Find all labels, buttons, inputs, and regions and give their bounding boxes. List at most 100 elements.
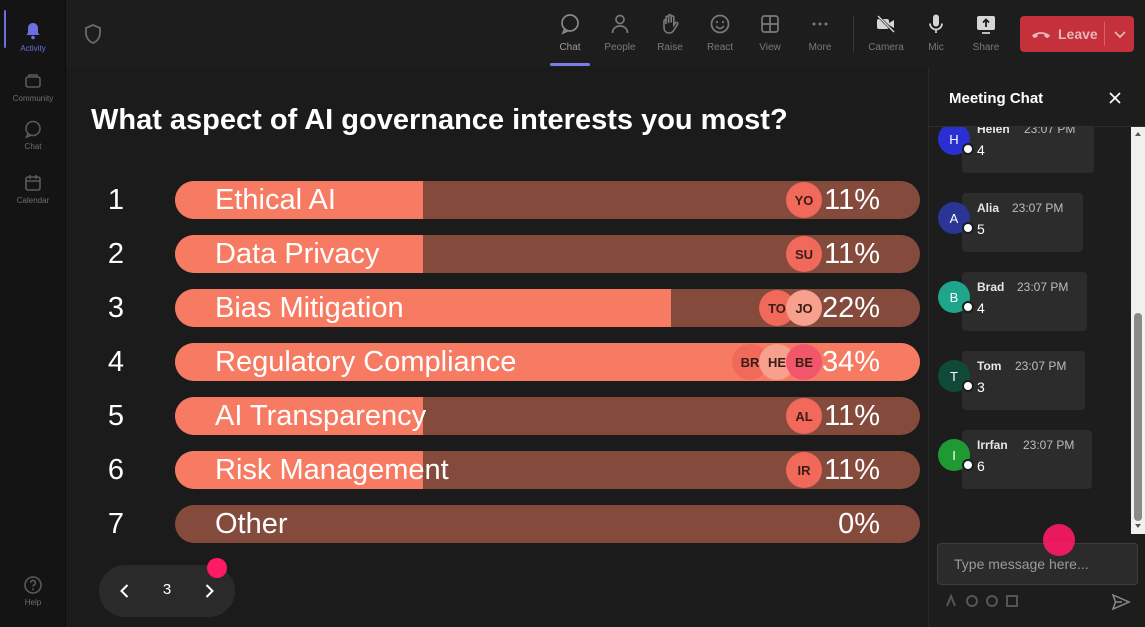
page-number: 3 — [162, 581, 172, 598]
presence-status-dot — [962, 459, 974, 471]
share-icon — [977, 16, 995, 34]
mic-icon — [929, 14, 943, 33]
poll-option-row: 2 Data Privacy SU 11% — [66, 235, 928, 273]
message-timestamp: 23:07 PM — [1024, 127, 1076, 136]
message-text: 4 — [977, 142, 985, 158]
option-bar-track: Risk Management IR 11% — [175, 451, 920, 489]
option-bar-fill — [175, 289, 671, 327]
leave-button-label: Leave — [1058, 26, 1098, 42]
chat-message: Tom 23:07 PM 3 T — [929, 351, 1131, 415]
chat-icon — [24, 120, 41, 139]
option-number: 6 — [107, 454, 125, 486]
rail-item-chat[interactable]: Chat — [3, 110, 63, 160]
send-icon[interactable] — [1111, 592, 1131, 612]
scroll-up-icon[interactable] — [1134, 130, 1142, 138]
toolbar-more-button[interactable]: More — [796, 10, 844, 62]
poll-option-row: 5 AI Transparency AL 11% — [66, 397, 928, 435]
message-sender: Irrfan — [977, 438, 1008, 452]
bell-icon — [26, 23, 40, 40]
option-percentage: 11% — [824, 238, 880, 270]
message-text: 3 — [977, 379, 985, 395]
gif-icon[interactable] — [1005, 594, 1019, 608]
rail-item-calendar[interactable]: Calendar — [3, 164, 63, 214]
toolbar-button-label: People — [604, 42, 636, 53]
toolbar-view-button[interactable]: View — [746, 10, 794, 62]
rail-item-community[interactable]: Community — [3, 62, 63, 112]
toolbar-button-label: Share — [972, 42, 1000, 53]
chat-message: Irrfan 23:07 PM 6 I — [929, 430, 1131, 494]
option-number: 7 — [107, 508, 125, 540]
community-icon — [25, 74, 41, 88]
emoji-icon[interactable] — [985, 594, 999, 608]
rail-item-activity[interactable]: Activity — [3, 12, 63, 62]
option-bar-track: Data Privacy SU 11% — [175, 235, 920, 273]
option-percentage: 11% — [824, 184, 880, 216]
toolbar-raise-button[interactable]: Raise — [646, 10, 694, 62]
message-timestamp: 23:07 PM — [1012, 201, 1064, 215]
scrollbar-thumb[interactable] — [1134, 313, 1142, 521]
presence-status-dot — [962, 222, 974, 234]
toolbar-button-label: More — [808, 42, 832, 53]
more-icon — [812, 22, 828, 26]
chat-message: Alia 23:07 PM 5 A — [929, 193, 1131, 257]
rail-item-help[interactable]: Help — [3, 566, 63, 616]
presence-status-dot — [962, 143, 974, 155]
message-sender: Tom — [977, 359, 1002, 373]
chat-message: Brad 23:07 PM 4 B — [929, 272, 1131, 336]
chevron-down-icon[interactable] — [1112, 26, 1128, 42]
option-number: 5 — [107, 400, 125, 432]
rail-active-indicator — [4, 10, 6, 48]
option-bar-track: Regulatory Compliance BR HE BE 34% — [175, 343, 920, 381]
poll-option-row: 1 Ethical AI YO 11% — [66, 181, 928, 219]
chevron-right-icon[interactable] — [197, 579, 221, 603]
toolbar-people-button[interactable]: People — [596, 10, 644, 62]
option-label: Risk Management — [215, 454, 449, 486]
presence-status-dot — [962, 380, 974, 392]
chat-icon — [561, 14, 579, 35]
shield-icon[interactable] — [84, 24, 102, 44]
toolbar-button-label: Raise — [657, 42, 683, 53]
close-icon[interactable] — [1107, 90, 1123, 106]
leave-button[interactable]: Leave — [1020, 16, 1134, 52]
option-bar-track: Ethical AI YO 11% — [175, 181, 920, 219]
active-tab-indicator — [550, 63, 590, 66]
attach-icon[interactable] — [965, 594, 979, 608]
message-text: 6 — [977, 458, 985, 474]
option-bar-track: AI Transparency AL 11% — [175, 397, 920, 435]
option-bar-fill — [175, 451, 423, 489]
toolbar-chat-button[interactable]: Chat — [546, 10, 594, 62]
toolbar-mic-button[interactable]: Mic — [912, 10, 960, 62]
toolbar-button-label: Chat — [559, 42, 581, 53]
help-icon — [24, 576, 42, 594]
format-icon[interactable] — [945, 594, 959, 608]
chat-title: Meeting Chat — [949, 90, 1044, 107]
option-percentage: 11% — [824, 400, 880, 432]
toolbar-camera-button[interactable]: Camera — [862, 10, 910, 62]
chat-divider — [929, 126, 1145, 127]
message-bubble: Tom 23:07 PM 3 — [962, 351, 1085, 410]
meeting-chat-panel: Meeting Chat Helen 23:07 PM 4 H Alia 23:07 PM… — [928, 68, 1145, 627]
toolbar-react-button[interactable]: React — [696, 10, 744, 62]
chat-scrollbar[interactable] — [1131, 127, 1145, 534]
chevron-left-icon[interactable] — [113, 579, 137, 603]
message-text: 5 — [977, 221, 985, 237]
grid-icon — [761, 15, 779, 33]
message-sender: Helen — [977, 127, 1010, 136]
chat-message-input[interactable] — [937, 543, 1138, 585]
scroll-down-icon[interactable] — [1134, 522, 1142, 530]
rail-item-label: Calendar — [16, 196, 50, 205]
message-sender: Brad — [977, 280, 1005, 294]
rail-item-label: Activity — [20, 44, 46, 53]
chat-message-list[interactable]: Helen 23:07 PM 4 H Alia 23:07 PM 5 A Brad 23:07 P… — [929, 127, 1131, 534]
option-percentage: 22% — [821, 292, 880, 324]
voter-avatar: BE — [786, 344, 822, 380]
smiley-icon — [710, 14, 730, 34]
hand-icon — [663, 13, 679, 34]
chat-message: Helen 23:07 PM 4 H — [929, 127, 1131, 178]
option-label: Other — [215, 508, 288, 540]
voter-avatar: YO — [786, 182, 822, 218]
toolbar-share-button[interactable]: Share — [962, 10, 1010, 62]
option-bar-track: Bias Mitigation TO JO 22% — [175, 289, 920, 327]
option-number: 4 — [107, 346, 125, 378]
option-label: Regulatory Compliance — [215, 346, 517, 378]
